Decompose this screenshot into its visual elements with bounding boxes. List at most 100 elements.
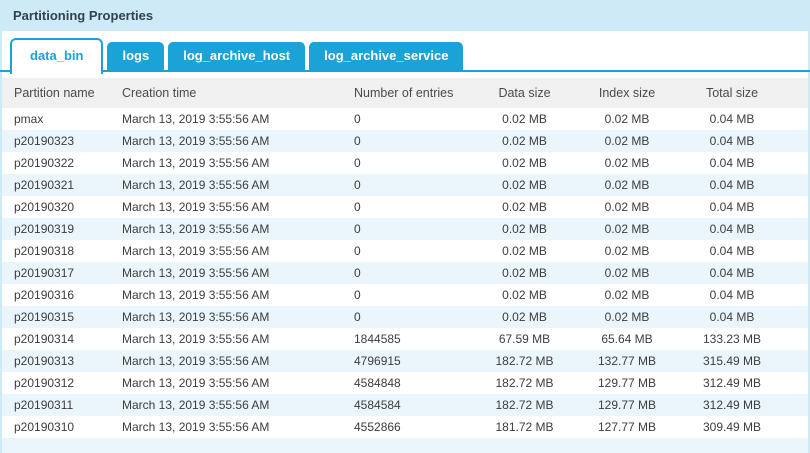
cell-index_size: 0.02 MB xyxy=(604,244,650,258)
cell-entries: 0 xyxy=(354,112,361,126)
table-row[interactable]: p20190314 March 13, 2019 3:55:56 AM 184458… xyxy=(2,328,808,350)
cell-total_size: 0.04 MB xyxy=(709,200,755,214)
table-row[interactable]: p20190322 March 13, 2019 3:55:56 AM 0 0.02 … xyxy=(2,152,808,174)
cell-total_size: 0.04 MB xyxy=(709,310,755,324)
table-row[interactable]: p20190310 March 13, 2019 3:55:56 AM 455286… xyxy=(2,416,808,438)
cell-data_size: 0.02 MB xyxy=(502,134,547,148)
cell-index_size: 0.02 MB xyxy=(604,134,650,148)
cell-index_size: 0.02 MB xyxy=(604,288,650,302)
column-header-entries: Number of entries xyxy=(343,78,472,108)
cell-data_size: 0.02 MB xyxy=(502,244,547,258)
cell-index_size: 127.77 MB xyxy=(597,420,657,434)
cell-entries: 1844585 xyxy=(354,332,401,346)
table-row[interactable]: p20190323 March 13, 2019 3:55:56 AM 0 0.02 … xyxy=(2,130,808,152)
table-row[interactable]: p20190316 March 13, 2019 3:55:56 AM 0 0.02 … xyxy=(2,284,808,306)
cell-entries: 0 xyxy=(354,266,361,280)
cell-creation_time: March 13, 2019 3:55:56 AM xyxy=(122,134,270,148)
cell-total_size: 0.04 MB xyxy=(709,156,755,170)
table-row[interactable]: p20190313 March 13, 2019 3:55:56 AM 479691… xyxy=(2,350,808,372)
cell-data_size: 182.72 MB xyxy=(495,398,554,412)
cell-index_size: 0.02 MB xyxy=(604,222,650,236)
column-header-data_size: Data size xyxy=(472,78,577,108)
cell-creation_time: March 13, 2019 3:55:56 AM xyxy=(122,376,270,390)
cell-data_size: 67.59 MB xyxy=(498,332,551,346)
cell-index_size: 129.77 MB xyxy=(597,398,657,412)
cell-data_size: 181.72 MB xyxy=(495,420,554,434)
panel-title: Partitioning Properties xyxy=(0,0,810,31)
cell-name: p20190318 xyxy=(14,244,75,258)
column-header-creation_time: Creation time xyxy=(108,78,343,108)
cell-total_size: 0.04 MB xyxy=(709,288,755,302)
cell-index_size: 0.02 MB xyxy=(604,266,650,280)
cell-index_size: 0.02 MB xyxy=(604,310,650,324)
cell-name: p20190323 xyxy=(14,134,75,148)
cell-entries: 0 xyxy=(354,200,361,214)
partition-table: Partition name Creation time Number of ent… xyxy=(2,78,808,438)
table-row[interactable]: p20190318 March 13, 2019 3:55:56 AM 0 0.02 … xyxy=(2,240,808,262)
cell-total_size: 0.04 MB xyxy=(709,134,755,148)
cell-creation_time: March 13, 2019 3:55:56 AM xyxy=(122,244,270,258)
cell-name: p20190319 xyxy=(14,222,75,236)
cell-creation_time: March 13, 2019 3:55:56 AM xyxy=(122,266,270,280)
cell-entries: 0 xyxy=(354,156,361,170)
cell-entries: 0 xyxy=(354,244,361,258)
cell-creation_time: March 13, 2019 3:55:56 AM xyxy=(122,398,270,412)
table-row[interactable]: pmax March 13, 2019 3:55:56 AM 0 0.02 MB 0.0… xyxy=(2,108,808,130)
cell-data_size: 0.02 MB xyxy=(502,310,547,324)
tab-data_bin[interactable]: data_bin xyxy=(10,38,104,74)
cell-name: p20190312 xyxy=(14,376,75,390)
cell-data_size: 182.72 MB xyxy=(495,376,554,390)
cell-name: p20190313 xyxy=(14,354,75,368)
cell-index_size: 129.77 MB xyxy=(597,376,657,390)
cell-entries: 0 xyxy=(354,178,361,192)
cell-entries: 0 xyxy=(354,310,361,324)
cell-index_size: 65.64 MB xyxy=(601,332,653,346)
cell-total_size: 312.49 MB xyxy=(702,376,762,390)
cell-creation_time: March 13, 2019 3:55:56 AM xyxy=(122,112,270,126)
table-row[interactable]: p20190311 March 13, 2019 3:55:56 AM 458458… xyxy=(2,394,808,416)
cell-entries: 4796915 xyxy=(354,354,401,368)
table-row[interactable]: p20190317 March 13, 2019 3:55:56 AM 0 0.02 … xyxy=(2,262,808,284)
cell-total_size: 312.49 MB xyxy=(702,398,762,412)
tab-bar: data_bin logs log_archive_host log_archive_… xyxy=(0,38,810,74)
table-row[interactable]: p20190321 March 13, 2019 3:55:56 AM 0 0.02 … xyxy=(2,174,808,196)
cell-creation_time: March 13, 2019 3:55:56 AM xyxy=(122,200,270,214)
cell-total_size: 0.04 MB xyxy=(709,178,755,192)
cell-total_size: 0.04 MB xyxy=(709,266,755,280)
cell-entries: 4584584 xyxy=(354,398,401,412)
cell-total_size: 0.04 MB xyxy=(709,112,755,126)
cell-creation_time: March 13, 2019 3:55:56 AM xyxy=(122,222,270,236)
cell-data_size: 0.02 MB xyxy=(502,222,547,236)
cell-name: p20190314 xyxy=(14,332,75,346)
partition-table-body: pmax March 13, 2019 3:55:56 AM 0 0.02 MB 0.0… xyxy=(2,108,808,438)
column-header-name: Partition name xyxy=(2,78,108,108)
cell-creation_time: March 13, 2019 3:55:56 AM xyxy=(122,288,270,302)
cell-index_size: 0.02 MB xyxy=(604,156,650,170)
cell-entries: 4552866 xyxy=(354,420,401,434)
cell-name: p20190322 xyxy=(14,156,75,170)
cell-data_size: 0.02 MB xyxy=(502,178,547,192)
table-row[interactable]: p20190319 March 13, 2019 3:55:56 AM 0 0.02 … xyxy=(2,218,808,240)
cell-data_size: 182.72 MB xyxy=(495,354,554,368)
cell-data_size: 0.02 MB xyxy=(502,266,547,280)
partition-table-header: Partition name Creation time Number of ent… xyxy=(2,78,808,108)
cell-index_size: 0.02 MB xyxy=(604,200,650,214)
cell-entries: 0 xyxy=(354,222,361,236)
tab-log_archive_host[interactable]: log_archive_host xyxy=(168,42,306,70)
table-row[interactable]: p20190312 March 13, 2019 3:55:56 AM 458484… xyxy=(2,372,808,394)
cell-creation_time: March 13, 2019 3:55:56 AM xyxy=(122,332,270,346)
column-header-total_size: Total size xyxy=(677,78,787,108)
cell-total_size: 0.04 MB xyxy=(709,222,755,236)
cell-data_size: 0.02 MB xyxy=(502,288,547,302)
cell-entries: 0 xyxy=(354,134,361,148)
partial-next-row xyxy=(2,438,808,453)
table-row[interactable]: p20190315 March 13, 2019 3:55:56 AM 0 0.02 … xyxy=(2,306,808,328)
cell-creation_time: March 13, 2019 3:55:56 AM xyxy=(122,156,270,170)
tab-log_archive_service[interactable]: log_archive_service xyxy=(309,42,464,70)
cell-name: p20190310 xyxy=(14,420,75,434)
tab-logs[interactable]: logs xyxy=(107,42,165,70)
cell-creation_time: March 13, 2019 3:55:56 AM xyxy=(122,178,270,192)
table-row[interactable]: p20190320 March 13, 2019 3:55:56 AM 0 0.02 … xyxy=(2,196,808,218)
cell-total_size: 133.23 MB xyxy=(702,332,762,346)
